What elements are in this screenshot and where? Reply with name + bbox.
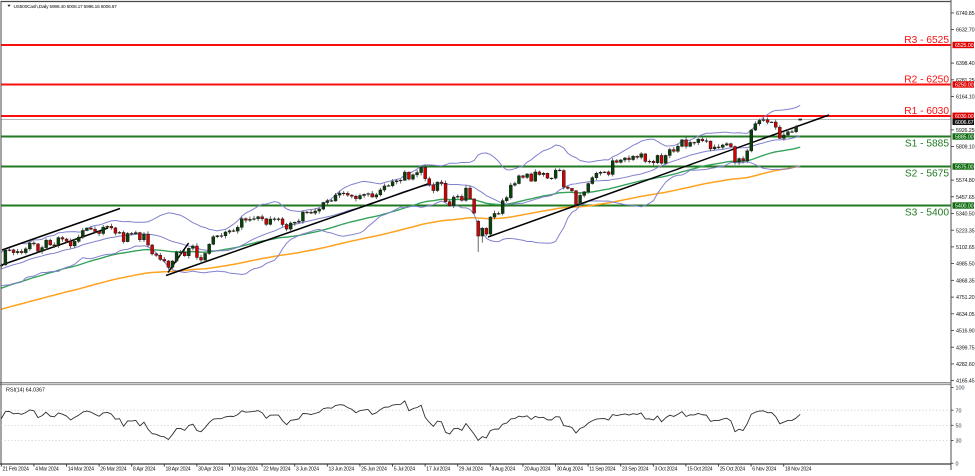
svg-text:5809.10: 5809.10 <box>956 145 975 151</box>
svg-text:6 Nov 2024: 6 Nov 2024 <box>752 466 776 472</box>
svg-text:4751.20: 4751.20 <box>956 295 975 301</box>
svg-text:S3 - 5400: S3 - 5400 <box>905 208 950 219</box>
svg-text:5340.50: 5340.50 <box>956 212 975 218</box>
svg-text:6006.67: 6006.67 <box>955 120 974 126</box>
svg-text:5675.00: 5675.00 <box>955 165 974 171</box>
svg-text:23 Sep 2024: 23 Sep 2024 <box>622 466 649 472</box>
svg-text:4634.05: 4634.05 <box>956 312 975 318</box>
svg-text:22 May 2024: 22 May 2024 <box>263 466 290 472</box>
svg-text:5102.65: 5102.65 <box>956 245 975 251</box>
svg-text:70: 70 <box>956 408 962 414</box>
svg-text:0: 0 <box>956 461 959 467</box>
svg-text:15 Oct 2024: 15 Oct 2024 <box>687 466 713 472</box>
svg-text:6398.40: 6398.40 <box>956 61 975 67</box>
svg-text:25 Jun 2024: 25 Jun 2024 <box>361 466 387 472</box>
svg-text:6281.25: 6281.25 <box>956 78 975 84</box>
svg-text:30 Aug 2024: 30 Aug 2024 <box>557 466 583 472</box>
svg-text:R3 - 6525: R3 - 6525 <box>904 35 949 46</box>
svg-text:5926.25: 5926.25 <box>956 128 975 134</box>
svg-text:5885.00: 5885.00 <box>955 135 974 141</box>
svg-text:3 Jun 2024: 3 Jun 2024 <box>296 466 319 472</box>
svg-text:21 Feb 2024: 21 Feb 2024 <box>3 466 29 472</box>
svg-text:4985.50: 4985.50 <box>956 262 975 268</box>
svg-text:3 Oct 2024: 3 Oct 2024 <box>655 466 678 472</box>
svg-text:10 May 2024: 10 May 2024 <box>231 466 258 472</box>
svg-text:4516.90: 4516.90 <box>956 329 975 335</box>
svg-text:S1 - 5885: S1 - 5885 <box>905 139 950 150</box>
svg-text:6030.00: 6030.00 <box>955 114 974 120</box>
svg-text:4282.60: 4282.60 <box>956 362 975 368</box>
svg-text:30 Apr 2024: 30 Apr 2024 <box>198 466 223 472</box>
svg-text:100: 100 <box>956 386 965 392</box>
svg-text:25 Oct 2024: 25 Oct 2024 <box>720 466 746 472</box>
svg-text:R1 - 6030: R1 - 6030 <box>904 106 949 117</box>
svg-text:18 Nov 2024: 18 Nov 2024 <box>785 466 812 472</box>
svg-text:5400.00: 5400.00 <box>955 204 974 210</box>
svg-text:4399.75: 4399.75 <box>956 345 975 351</box>
svg-text:5574.80: 5574.80 <box>956 178 975 184</box>
svg-text:6164.10: 6164.10 <box>956 95 975 101</box>
svg-text:US500Cash,Daily 5998.40 6008.: US500Cash,Daily 5998.40 6008.17 5996.15 … <box>14 4 118 10</box>
svg-text:14 Mar 2024: 14 Mar 2024 <box>68 466 94 472</box>
svg-text:6250.00: 6250.00 <box>955 83 974 89</box>
svg-text:6632.70: 6632.70 <box>956 28 975 34</box>
svg-text:29 Jul 2024: 29 Jul 2024 <box>459 466 483 472</box>
svg-text:S2 - 5675: S2 - 5675 <box>905 169 950 180</box>
svg-text:RSI(14) 64.0367: RSI(14) 64.0367 <box>6 388 45 394</box>
svg-text:4165.45: 4165.45 <box>956 379 975 385</box>
svg-text:6525.00: 6525.00 <box>955 43 974 49</box>
svg-text:26 Mar 2024: 26 Mar 2024 <box>100 466 126 472</box>
svg-text:8 Apr 2024: 8 Apr 2024 <box>133 466 156 472</box>
svg-text:5457.65: 5457.65 <box>956 195 975 201</box>
svg-text:50: 50 <box>956 423 962 429</box>
svg-text:5 Jul 2024: 5 Jul 2024 <box>394 466 416 472</box>
svg-text:17 Jul 2024: 17 Jul 2024 <box>426 466 450 472</box>
svg-text:4868.35: 4868.35 <box>956 278 975 284</box>
svg-text:30: 30 <box>956 439 962 445</box>
svg-text:18 Apr 2024: 18 Apr 2024 <box>166 466 191 472</box>
svg-text:6749.85: 6749.85 <box>956 11 975 17</box>
svg-text:13 Jun 2024: 13 Jun 2024 <box>329 466 355 472</box>
svg-text:11 Sep 2024: 11 Sep 2024 <box>589 466 615 472</box>
svg-text:5223.35: 5223.35 <box>956 228 975 234</box>
svg-text:8 Aug 2024: 8 Aug 2024 <box>492 466 516 472</box>
svg-text:R2 - 6250: R2 - 6250 <box>904 75 949 86</box>
svg-text:4 Mar 2024: 4 Mar 2024 <box>35 466 59 472</box>
svg-text:20 Aug 2024: 20 Aug 2024 <box>524 466 550 472</box>
